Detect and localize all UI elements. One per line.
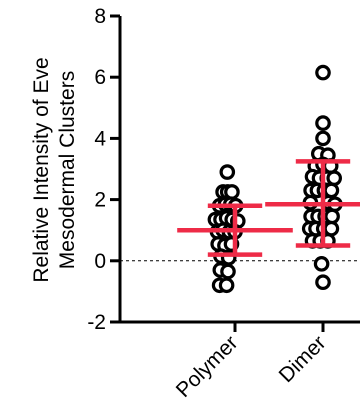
data-point xyxy=(315,274,331,291)
x-tick-label: Dimer xyxy=(275,331,331,387)
y-tick-label: 8 xyxy=(94,5,106,28)
data-point xyxy=(219,164,236,180)
data-point xyxy=(323,220,340,237)
data-point xyxy=(326,170,342,186)
y-tick-label: 6 xyxy=(94,66,106,89)
data-point xyxy=(324,208,340,225)
y-axis-title-line-2: Mesodermal Clusters xyxy=(56,71,79,269)
y-tick-label: 2 xyxy=(94,189,106,212)
y-tick-label: 0 xyxy=(94,250,106,273)
data-point xyxy=(323,182,340,199)
data-point xyxy=(315,115,331,131)
y-axis-title: Relative Intensity of Eve Mesodermal Clu… xyxy=(30,57,79,282)
data-point xyxy=(315,64,331,81)
axes: -2 0 2 4 6 8 xyxy=(87,5,360,334)
data-point xyxy=(315,130,331,147)
y-tick-label: 4 xyxy=(94,127,106,150)
error-bars xyxy=(177,159,360,257)
x-tick-label: Polymer xyxy=(172,331,243,402)
y-axis-title-line-1: Relative Intensity of Eve xyxy=(30,57,53,282)
x-tick-labels: Polymer Dimer xyxy=(172,331,331,402)
data-point xyxy=(218,277,235,294)
data-point xyxy=(313,256,330,272)
y-tick-label: -2 xyxy=(87,311,106,334)
data-point xyxy=(224,184,240,200)
data-point xyxy=(220,263,236,280)
